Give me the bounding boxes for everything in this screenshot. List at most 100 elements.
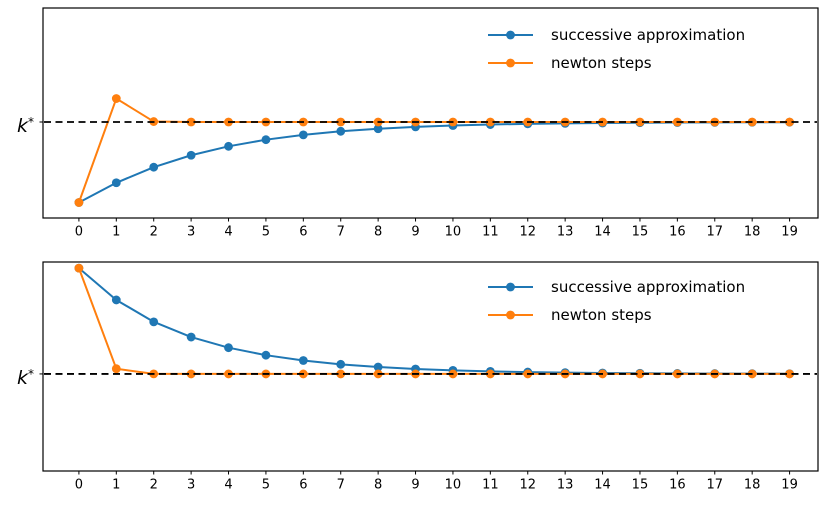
successive-approximation-marker (336, 126, 346, 136)
y-axis-label-kstar-top: k* (0, 109, 34, 137)
newton-steps-marker (785, 117, 794, 127)
x-tick-label: 0 (75, 478, 83, 493)
newton-steps-marker (186, 369, 196, 379)
x-tick-label: 14 (594, 225, 611, 240)
legend-item-successive-approximation: successive approximation (487, 273, 745, 301)
x-tick-label: 11 (482, 225, 499, 240)
x-tick-label: 1 (112, 478, 120, 493)
kstar-base: k (16, 115, 28, 137)
x-tick-label: 17 (706, 225, 723, 240)
x-tick-label: 18 (744, 478, 761, 493)
legend-line-sample-icon (488, 30, 533, 40)
legend-label: successive approximation (551, 278, 746, 296)
kstar-sup: * (28, 367, 34, 381)
x-tick-label: 3 (187, 478, 195, 493)
successive-approximation-marker (111, 178, 121, 188)
successive-approximation-marker (224, 141, 233, 151)
successive-approximation-marker (186, 150, 196, 160)
successive-approximation-marker (149, 162, 159, 172)
x-tick-label: 2 (150, 478, 158, 493)
x-tick-label: 16 (669, 478, 686, 493)
x-tick-label: 9 (411, 478, 419, 493)
x-tick-label: 5 (262, 478, 270, 493)
x-tick-label: 4 (224, 478, 232, 493)
newton-steps-marker (74, 263, 84, 273)
successive-approximation-marker (149, 317, 159, 327)
legend-item-successive-approximation: successive approximation (487, 21, 745, 49)
x-tick-label: 15 (632, 478, 649, 493)
newton-steps-marker (635, 369, 645, 379)
newton-steps-marker (111, 364, 121, 374)
newton-steps-marker (485, 117, 495, 127)
newton-steps-marker (485, 369, 495, 379)
successive-approximation-marker (373, 124, 383, 134)
x-tick-label: 12 (519, 478, 536, 493)
x-tick-label: 5 (262, 225, 270, 240)
x-tick-label: 0 (75, 225, 83, 240)
legend-line-sample-icon (488, 310, 533, 320)
x-tick-label: 13 (557, 225, 574, 240)
x-tick-label: 7 (337, 478, 345, 493)
legend-bottom: successive approximation newton steps (487, 273, 745, 329)
newton-steps-marker (635, 117, 645, 127)
successive-approximation-marker (261, 350, 271, 360)
x-tick-label: 13 (557, 478, 574, 493)
x-tick-label: 6 (299, 478, 307, 493)
newton-steps-marker (785, 369, 794, 379)
x-tick-label: 3 (187, 225, 195, 240)
legend-label: newton steps (551, 306, 652, 324)
x-tick-label: 10 (445, 225, 462, 240)
kstar-base: k (16, 367, 28, 389)
x-tick-label: 10 (445, 478, 462, 493)
newton-steps-marker (111, 94, 121, 103)
x-tick-label: 19 (781, 478, 798, 493)
successive-approximation-marker (336, 359, 346, 369)
legend-item-newton-steps: newton steps (487, 49, 745, 77)
axes-frame (42, 7, 819, 219)
successive-approximation-marker (224, 343, 233, 353)
x-tick-label: 12 (519, 225, 536, 240)
x-tick-label: 1 (112, 225, 120, 240)
successive-approximation-marker (261, 135, 271, 145)
legend-label: newton steps (551, 54, 652, 72)
newton-steps-marker (336, 369, 346, 379)
successive-approximation-marker (373, 362, 383, 372)
x-tick-label: 19 (781, 225, 798, 240)
x-tick-label: 8 (374, 225, 382, 240)
x-tick-label: 11 (482, 478, 499, 493)
kstar-sup: * (28, 115, 34, 129)
y-axis-label-kstar-bottom: k* (0, 361, 34, 389)
newton-steps-line (77, 97, 790, 203)
successive-approximation-marker (186, 332, 196, 342)
successive-approximation-marker (298, 130, 308, 140)
x-tick-label: 18 (744, 225, 761, 240)
legend-label: successive approximation (551, 26, 746, 44)
subplot-top: 0 1 2 3 4 5 6 7 8 9 10 11 12 13 14 15 16 17 18 19 (39, 7, 819, 240)
subplot-bottom: 0 1 2 3 4 5 6 7 8 9 10 11 12 13 14 15 16 17 18 19 (39, 261, 819, 493)
x-tick-label: 15 (632, 225, 649, 240)
axes-frame (42, 261, 819, 472)
x-tick-label: 8 (374, 478, 382, 493)
successive-approximation-markers (74, 117, 794, 207)
x-tick-label: 17 (706, 478, 723, 493)
legend-line-sample-icon (488, 282, 533, 292)
newton-steps-marker (186, 117, 196, 127)
legend-item-newton-steps: newton steps (487, 301, 745, 329)
x-tick-label: 16 (669, 225, 686, 240)
legend-top: successive approximation newton steps (487, 21, 745, 77)
newton-steps-marker (336, 117, 346, 127)
x-tick-label: 4 (224, 225, 232, 240)
successive-approximation-marker (298, 356, 308, 365)
legend-line-sample-icon (488, 58, 533, 68)
x-tick-label: 14 (594, 478, 611, 493)
x-tick-label: 9 (411, 225, 419, 240)
x-tick-label: 6 (299, 225, 307, 240)
x-tick-label: 2 (150, 225, 158, 240)
x-tick-label: 7 (337, 225, 345, 240)
successive-approximation-line (78, 121, 790, 204)
successive-approximation-marker (111, 295, 121, 305)
newton-steps-marker (74, 198, 84, 207)
newton-steps-markers (74, 94, 794, 207)
